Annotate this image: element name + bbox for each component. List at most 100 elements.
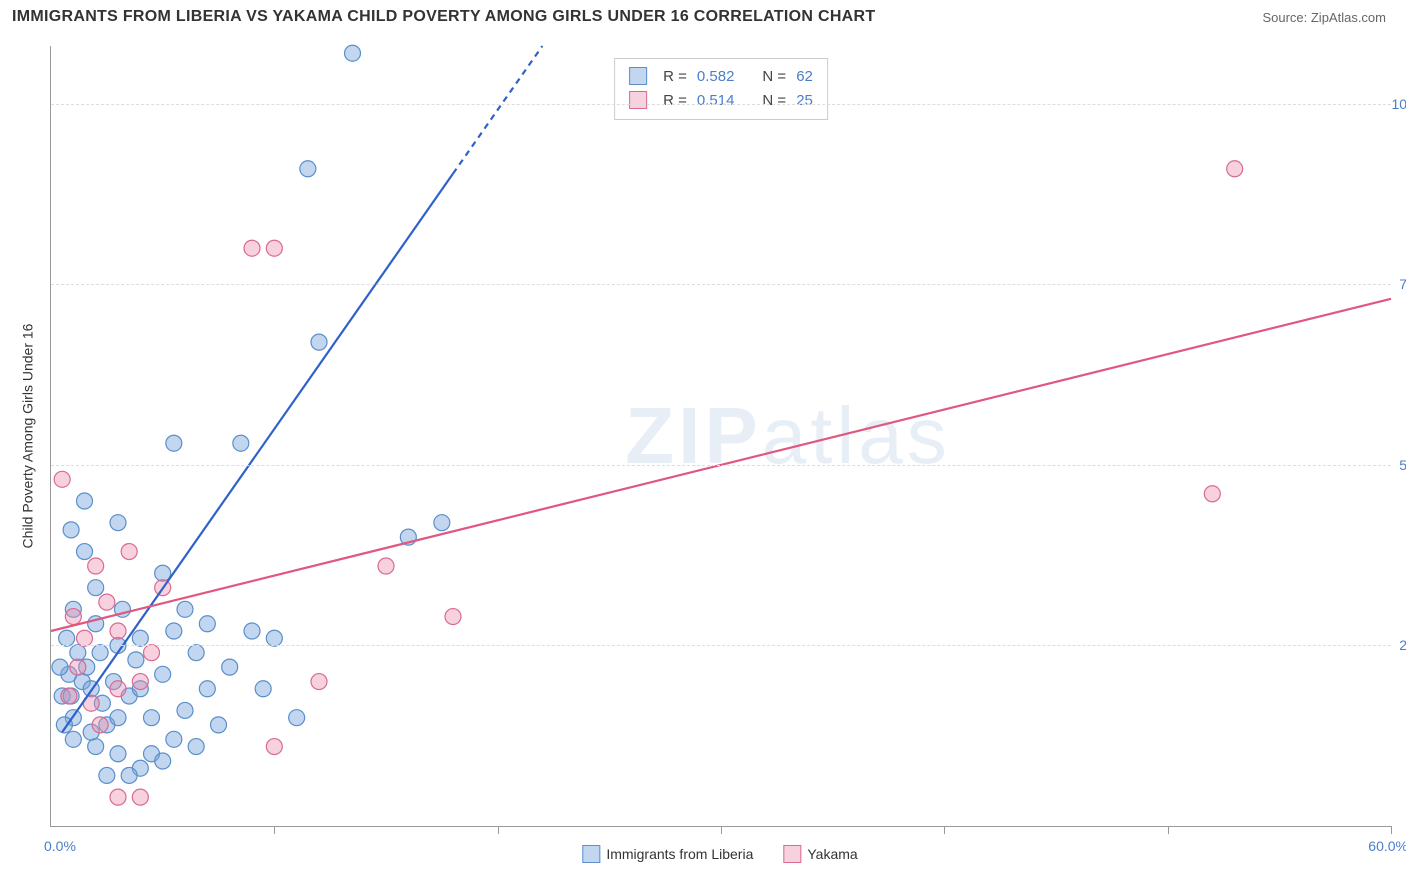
data-point xyxy=(311,674,327,690)
data-point xyxy=(177,601,193,617)
data-point xyxy=(132,674,148,690)
data-point xyxy=(244,623,260,639)
data-point xyxy=(88,580,104,596)
data-point xyxy=(88,558,104,574)
data-point xyxy=(199,616,215,632)
data-point xyxy=(77,493,93,509)
data-point xyxy=(65,609,81,625)
legend-swatch xyxy=(582,845,600,863)
stat-n-value: 25 xyxy=(796,89,813,113)
data-point xyxy=(1227,161,1243,177)
x-tick xyxy=(1391,826,1392,834)
trend-line xyxy=(62,174,453,732)
stat-r-label: R = xyxy=(663,65,687,89)
stat-row: R =0.514N =25 xyxy=(629,89,813,113)
data-point xyxy=(110,710,126,726)
data-point xyxy=(128,652,144,668)
y-axis-label: Child Poverty Among Girls Under 16 xyxy=(19,324,35,549)
legend: Immigrants from Liberia Yakama xyxy=(582,846,857,864)
data-point xyxy=(211,717,227,733)
trend-line-dashed xyxy=(453,46,542,174)
x-tick xyxy=(498,826,499,834)
gridline-h xyxy=(51,284,1391,285)
stat-r-value: 0.514 xyxy=(697,89,735,113)
data-point xyxy=(166,435,182,451)
x-tick xyxy=(944,826,945,834)
data-point xyxy=(110,789,126,805)
data-point xyxy=(144,710,160,726)
data-point xyxy=(188,739,204,755)
data-point xyxy=(59,630,75,646)
stat-n-label: N = xyxy=(762,65,786,89)
data-point xyxy=(99,594,115,610)
data-point xyxy=(110,623,126,639)
plot-svg xyxy=(51,46,1391,826)
chart-header: IMMIGRANTS FROM LIBERIA VS YAKAMA CHILD … xyxy=(0,0,1406,30)
y-tick-label: 75.0% xyxy=(1399,276,1406,292)
data-point xyxy=(445,609,461,625)
data-point xyxy=(177,702,193,718)
data-point xyxy=(70,659,86,675)
stat-r-value: 0.582 xyxy=(697,65,735,89)
data-point xyxy=(345,45,361,61)
data-point xyxy=(63,522,79,538)
data-point xyxy=(378,558,394,574)
data-point xyxy=(121,544,137,560)
stat-n-value: 62 xyxy=(796,65,813,89)
data-point xyxy=(255,681,271,697)
gridline-h xyxy=(51,645,1391,646)
data-point xyxy=(65,731,81,747)
x-axis-zero-label: 0.0% xyxy=(44,838,76,854)
gridline-h xyxy=(51,104,1391,105)
legend-item: Immigrants from Liberia xyxy=(582,846,753,864)
data-point xyxy=(99,767,115,783)
stat-swatch xyxy=(629,67,647,85)
data-point xyxy=(266,739,282,755)
data-point xyxy=(144,645,160,661)
data-point xyxy=(233,435,249,451)
data-point xyxy=(1204,486,1220,502)
data-point xyxy=(155,753,171,769)
correlation-stat-box: R = 0.582 N = 62R = 0.514 N = 25 xyxy=(614,58,828,120)
legend-swatch xyxy=(783,845,801,863)
data-point xyxy=(92,645,108,661)
data-point xyxy=(434,515,450,531)
y-tick-label: 100.0% xyxy=(1392,96,1406,112)
data-point xyxy=(166,623,182,639)
stat-row: R = 0.582 N = 62 xyxy=(629,65,813,89)
data-point xyxy=(132,789,148,805)
data-point xyxy=(110,681,126,697)
stat-swatch xyxy=(629,91,647,109)
data-point xyxy=(110,746,126,762)
y-tick-label: 50.0% xyxy=(1399,457,1406,473)
x-axis-max-label: 60.0% xyxy=(1368,838,1406,854)
data-point xyxy=(77,544,93,560)
y-tick-label: 25.0% xyxy=(1399,637,1406,653)
data-point xyxy=(155,666,171,682)
data-point xyxy=(222,659,238,675)
chart-area: ZIPatlas R =0.582N =62R =0.514N =25 25.0… xyxy=(50,46,1390,826)
chart-title: IMMIGRANTS FROM LIBERIA VS YAKAMA CHILD … xyxy=(12,8,875,26)
data-point xyxy=(132,630,148,646)
data-point xyxy=(244,240,260,256)
data-point xyxy=(88,739,104,755)
data-point xyxy=(188,645,204,661)
legend-item: Yakama xyxy=(783,846,857,864)
x-tick xyxy=(1168,826,1169,834)
stat-n-label: N = xyxy=(762,89,786,113)
data-point xyxy=(61,688,77,704)
data-point xyxy=(121,767,137,783)
data-point xyxy=(70,645,86,661)
data-point xyxy=(289,710,305,726)
legend-label: Immigrants from Liberia xyxy=(606,846,753,862)
data-point xyxy=(92,717,108,733)
gridline-h xyxy=(51,465,1391,466)
legend-label: Yakama xyxy=(807,846,857,862)
x-tick xyxy=(274,826,275,834)
data-point xyxy=(166,731,182,747)
data-point xyxy=(199,681,215,697)
data-point xyxy=(52,659,68,675)
plot-region: ZIPatlas R =0.582N =62R =0.514N =25 25.0… xyxy=(50,46,1391,827)
y-axis-label-container: Child Poverty Among Girls Under 16 xyxy=(12,46,42,826)
data-point xyxy=(266,630,282,646)
